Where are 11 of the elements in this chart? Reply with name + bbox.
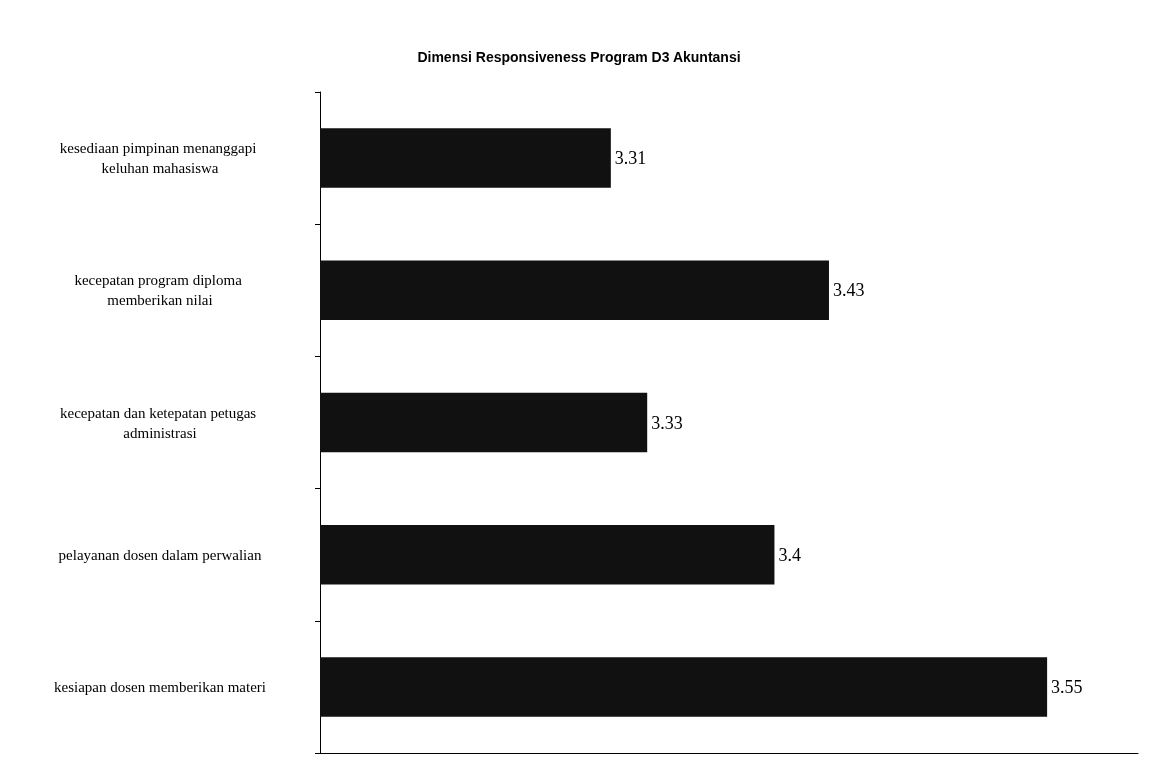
data-label: 3.4 xyxy=(778,544,801,565)
y-tick-label: kecepatan dan ketepatan petugas administrasi xyxy=(60,404,260,441)
data-label: 3.43 xyxy=(832,280,865,301)
y-tick-label: kecepatan program diploma memberikan nilai xyxy=(74,272,246,309)
y-tick-label: kesediaan pimpinan menanggapi keluhan mahasiswa xyxy=(59,140,261,177)
data-label: 3.31 xyxy=(614,148,647,169)
chart-title: Dimensi Responsiveness Program D3 Akuntansi xyxy=(417,49,741,65)
y-tick-label: pelayanan dosen dalam perwalian xyxy=(58,546,262,563)
data-label: 3.55 xyxy=(1051,676,1083,697)
data-label: 3.33 xyxy=(651,412,683,433)
y-tick-label: kesiapan dosen memberikan materi xyxy=(53,678,267,695)
